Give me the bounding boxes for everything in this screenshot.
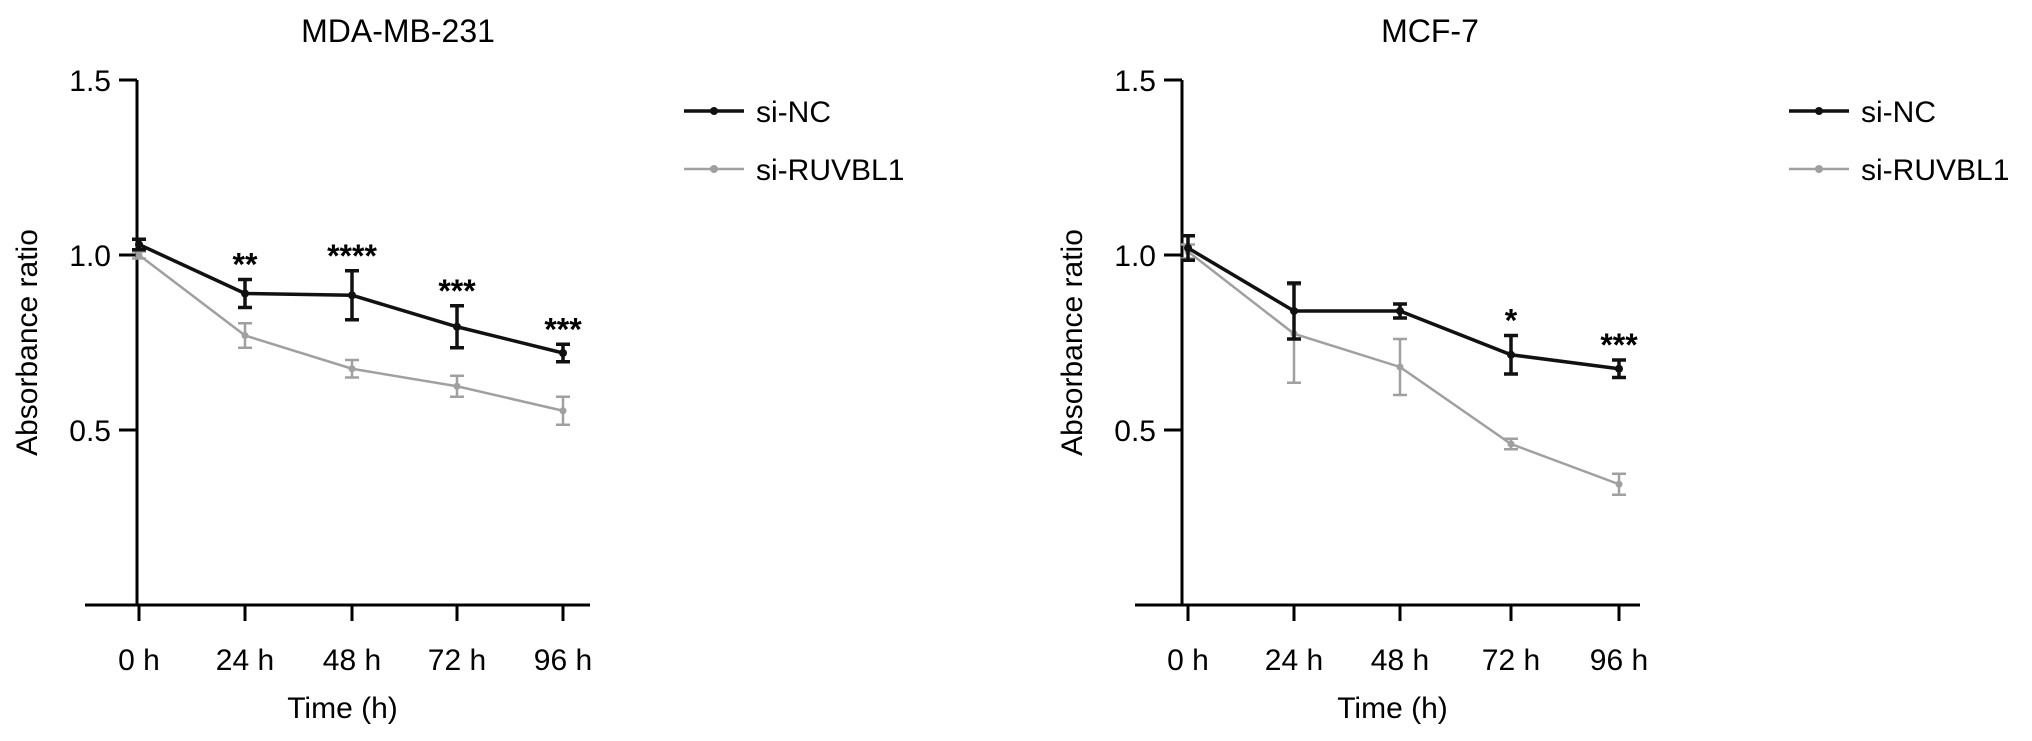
x-tick-label: 0 h — [118, 644, 160, 677]
y-tick-label: 0.5 — [69, 415, 111, 448]
data-point — [135, 251, 143, 259]
legend-marker — [1815, 107, 1823, 115]
data-point — [135, 240, 143, 249]
data-point — [348, 365, 356, 373]
data-point — [348, 291, 356, 300]
y-tick-label: 1.5 — [69, 65, 111, 98]
data-point — [1507, 440, 1515, 448]
chart-panel-1: MDA-MB-231 0.5 1.0 1.5 0 h 24 h 48 h 72 h 96 h Ti… — [11, 13, 904, 725]
data-point — [241, 332, 249, 339]
x-tick-label: 72 h — [428, 644, 486, 677]
legend-label: si-RUVBL1 — [756, 154, 904, 187]
x-tick-label: 24 h — [216, 644, 274, 677]
legend-label: si-NC — [756, 96, 831, 129]
significance-annotation: *** — [438, 273, 476, 309]
legend: si-NC si-RUVBL1 — [1789, 96, 2009, 187]
data-point — [559, 349, 567, 357]
data-point — [241, 289, 249, 298]
y-axis-title: Absorbance ratio — [1056, 229, 1089, 456]
y-tick-label: 1.5 — [1114, 65, 1156, 98]
chart-title: MCF-7 — [1381, 13, 1479, 49]
significance-annotation: *** — [1600, 327, 1638, 363]
y-axis-title: Absorbance ratio — [11, 229, 44, 456]
legend-marker — [710, 165, 718, 173]
x-tick-label: 0 h — [1167, 644, 1209, 677]
x-tick-label: 24 h — [1265, 644, 1323, 677]
legend-marker — [710, 107, 718, 115]
data-point — [1184, 244, 1192, 252]
x-tick-label: 72 h — [1482, 644, 1540, 677]
series-si-nc — [132, 237, 570, 364]
x-tick-label: 48 h — [323, 644, 381, 677]
data-point — [1615, 480, 1623, 488]
x-tick-label: 96 h — [534, 644, 592, 677]
significance-annotation: **** — [327, 238, 377, 274]
data-point — [1396, 363, 1404, 371]
data-point — [453, 322, 461, 331]
y-tick-label: 1.0 — [69, 240, 111, 273]
chart-panel-2: MCF-7 0.5 1.0 1.5 0 h 24 h 48 h 72 h 96 h Time (h… — [1056, 13, 2009, 725]
legend: si-NC si-RUVBL1 — [684, 96, 904, 187]
y-tick-label: 0.5 — [1114, 415, 1156, 448]
data-point — [1396, 307, 1404, 315]
legend-marker — [1815, 165, 1823, 173]
legend-label: si-NC — [1861, 96, 1936, 129]
significance-annotation: *** — [544, 311, 582, 347]
x-tick-label: 96 h — [1590, 644, 1648, 677]
y-tick-label: 1.0 — [1114, 240, 1156, 273]
significance-annotation: * — [1505, 303, 1518, 339]
x-axis-title: Time (h) — [287, 692, 398, 725]
significance-annotation: ** — [233, 247, 258, 283]
data-point — [1507, 350, 1515, 359]
x-tick-label: 48 h — [1371, 644, 1429, 677]
data-point — [1615, 364, 1623, 373]
data-point — [453, 382, 461, 390]
data-point — [1290, 307, 1298, 315]
data-point — [559, 407, 567, 415]
series-si-nc — [1181, 234, 1626, 380]
chart-title: MDA-MB-231 — [301, 13, 495, 49]
legend-label: si-RUVBL1 — [1861, 154, 2009, 187]
series-line — [1187, 246, 1620, 371]
x-axis-title: Time (h) — [1337, 692, 1448, 725]
